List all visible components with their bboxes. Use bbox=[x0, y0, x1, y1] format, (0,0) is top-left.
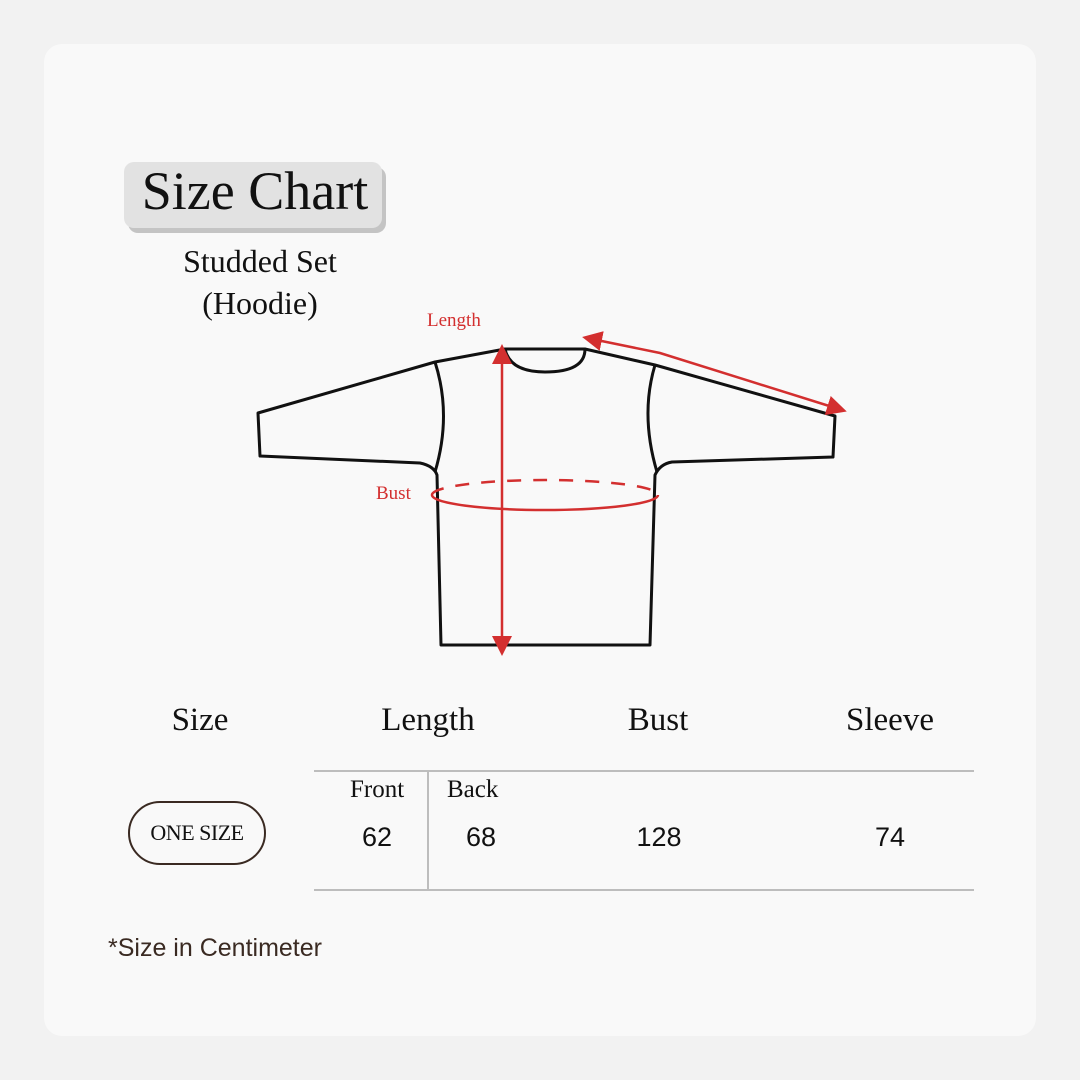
column-header-length: Length bbox=[381, 702, 475, 738]
column-header-bust: Bust bbox=[627, 702, 689, 738]
hoodie-outline bbox=[256, 347, 837, 647]
length-front-value: 62 bbox=[361, 822, 393, 852]
column-header-sleeve: Sleeve bbox=[846, 702, 934, 738]
length-back-value: 68 bbox=[465, 822, 497, 852]
length-front-label: Front bbox=[350, 776, 405, 803]
length-label: Length bbox=[427, 310, 481, 331]
table-top-divider bbox=[314, 770, 974, 772]
units-footnote: *Size in Centimeter bbox=[108, 934, 322, 962]
sleeve-arrow bbox=[582, 331, 847, 416]
bust-back-dashed bbox=[430, 478, 660, 496]
product-name-line2: (Hoodie) bbox=[202, 285, 318, 321]
bust-label: Bust bbox=[376, 483, 412, 504]
size-badge: ONE SIZE bbox=[128, 801, 266, 865]
neckline bbox=[503, 348, 587, 374]
title-badge bbox=[124, 162, 382, 228]
sleeve-value: 74 bbox=[874, 822, 906, 852]
page-title: Size Chart bbox=[141, 161, 369, 221]
length-column-divider bbox=[427, 771, 429, 891]
bust-front-arc bbox=[430, 494, 660, 512]
left-armhole bbox=[433, 361, 445, 473]
length-back-label: Back bbox=[447, 776, 499, 803]
size-badge-label: ONE SIZE bbox=[150, 820, 244, 845]
bust-value: 128 bbox=[636, 822, 682, 852]
table-bottom-divider bbox=[314, 889, 974, 891]
product-name-line1: Studded Set bbox=[183, 243, 337, 279]
column-header-size: Size bbox=[171, 702, 229, 738]
product-name: Studded Set (Hoodie) bbox=[140, 240, 380, 324]
right-armhole bbox=[646, 364, 659, 473]
